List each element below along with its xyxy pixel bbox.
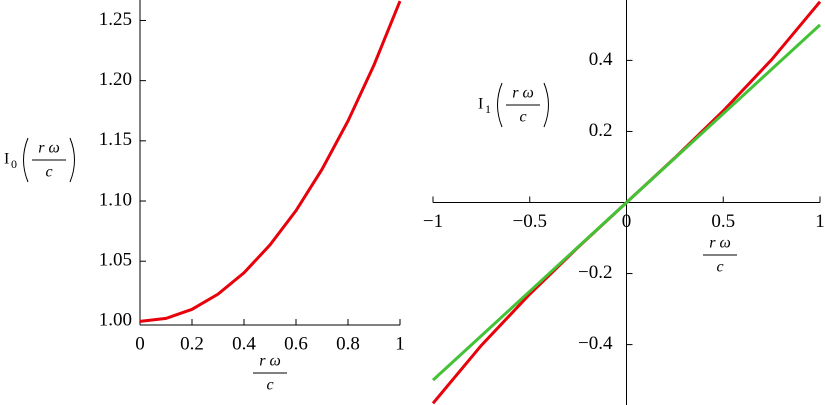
y-label-function: I bbox=[478, 96, 483, 113]
fraction-numerator: r ω bbox=[709, 235, 731, 252]
y-tick-label: 1.10 bbox=[99, 189, 132, 210]
paren-left bbox=[497, 82, 503, 128]
fraction-denominator: c bbox=[266, 377, 273, 394]
fraction-denominator: c bbox=[45, 164, 52, 181]
x-tick-label: 0 bbox=[135, 333, 145, 354]
x-tick-label: 0.2 bbox=[180, 333, 204, 354]
fraction-numerator: r ω bbox=[259, 353, 281, 370]
x-tick-label: −0.5 bbox=[513, 211, 547, 232]
line-series bbox=[431, 23, 822, 382]
x-tick-label: 1 bbox=[815, 211, 825, 232]
x-tick-label: 0.6 bbox=[284, 333, 308, 354]
x-tick-label: 1 bbox=[395, 333, 405, 354]
line-series bbox=[139, 0, 402, 323]
x-tick-label: 0.4 bbox=[232, 333, 256, 354]
y-tick-label: 1.15 bbox=[99, 129, 132, 150]
y-tick-label: 1.05 bbox=[99, 250, 132, 271]
x-tick-label: 0 bbox=[622, 211, 632, 232]
y-tick-label: 1.20 bbox=[99, 69, 132, 90]
fraction-denominator: c bbox=[519, 109, 526, 126]
y-label-subscript: 1 bbox=[485, 102, 491, 116]
y-tick-label: 0.4 bbox=[589, 49, 613, 70]
paren-left bbox=[23, 137, 29, 183]
x-tick-label: 0.5 bbox=[711, 211, 735, 232]
y-label-subscript: 0 bbox=[11, 157, 17, 171]
fraction-numerator: r ω bbox=[512, 85, 534, 102]
y-tick-label: 1.00 bbox=[99, 310, 132, 331]
y-tick-label: 1.25 bbox=[99, 9, 132, 30]
paren-right bbox=[69, 137, 75, 183]
y-tick-label: −0.4 bbox=[578, 333, 613, 354]
fraction-denominator: c bbox=[716, 259, 723, 276]
y-tick-label: 0.2 bbox=[589, 120, 613, 141]
x-tick-label: 0.8 bbox=[336, 333, 360, 354]
x-tick-label: −1 bbox=[423, 211, 443, 232]
fraction-numerator: r ω bbox=[38, 140, 60, 157]
paren-right bbox=[543, 82, 549, 128]
y-label-function: I bbox=[4, 151, 9, 168]
y-tick-label: −0.2 bbox=[578, 262, 612, 283]
